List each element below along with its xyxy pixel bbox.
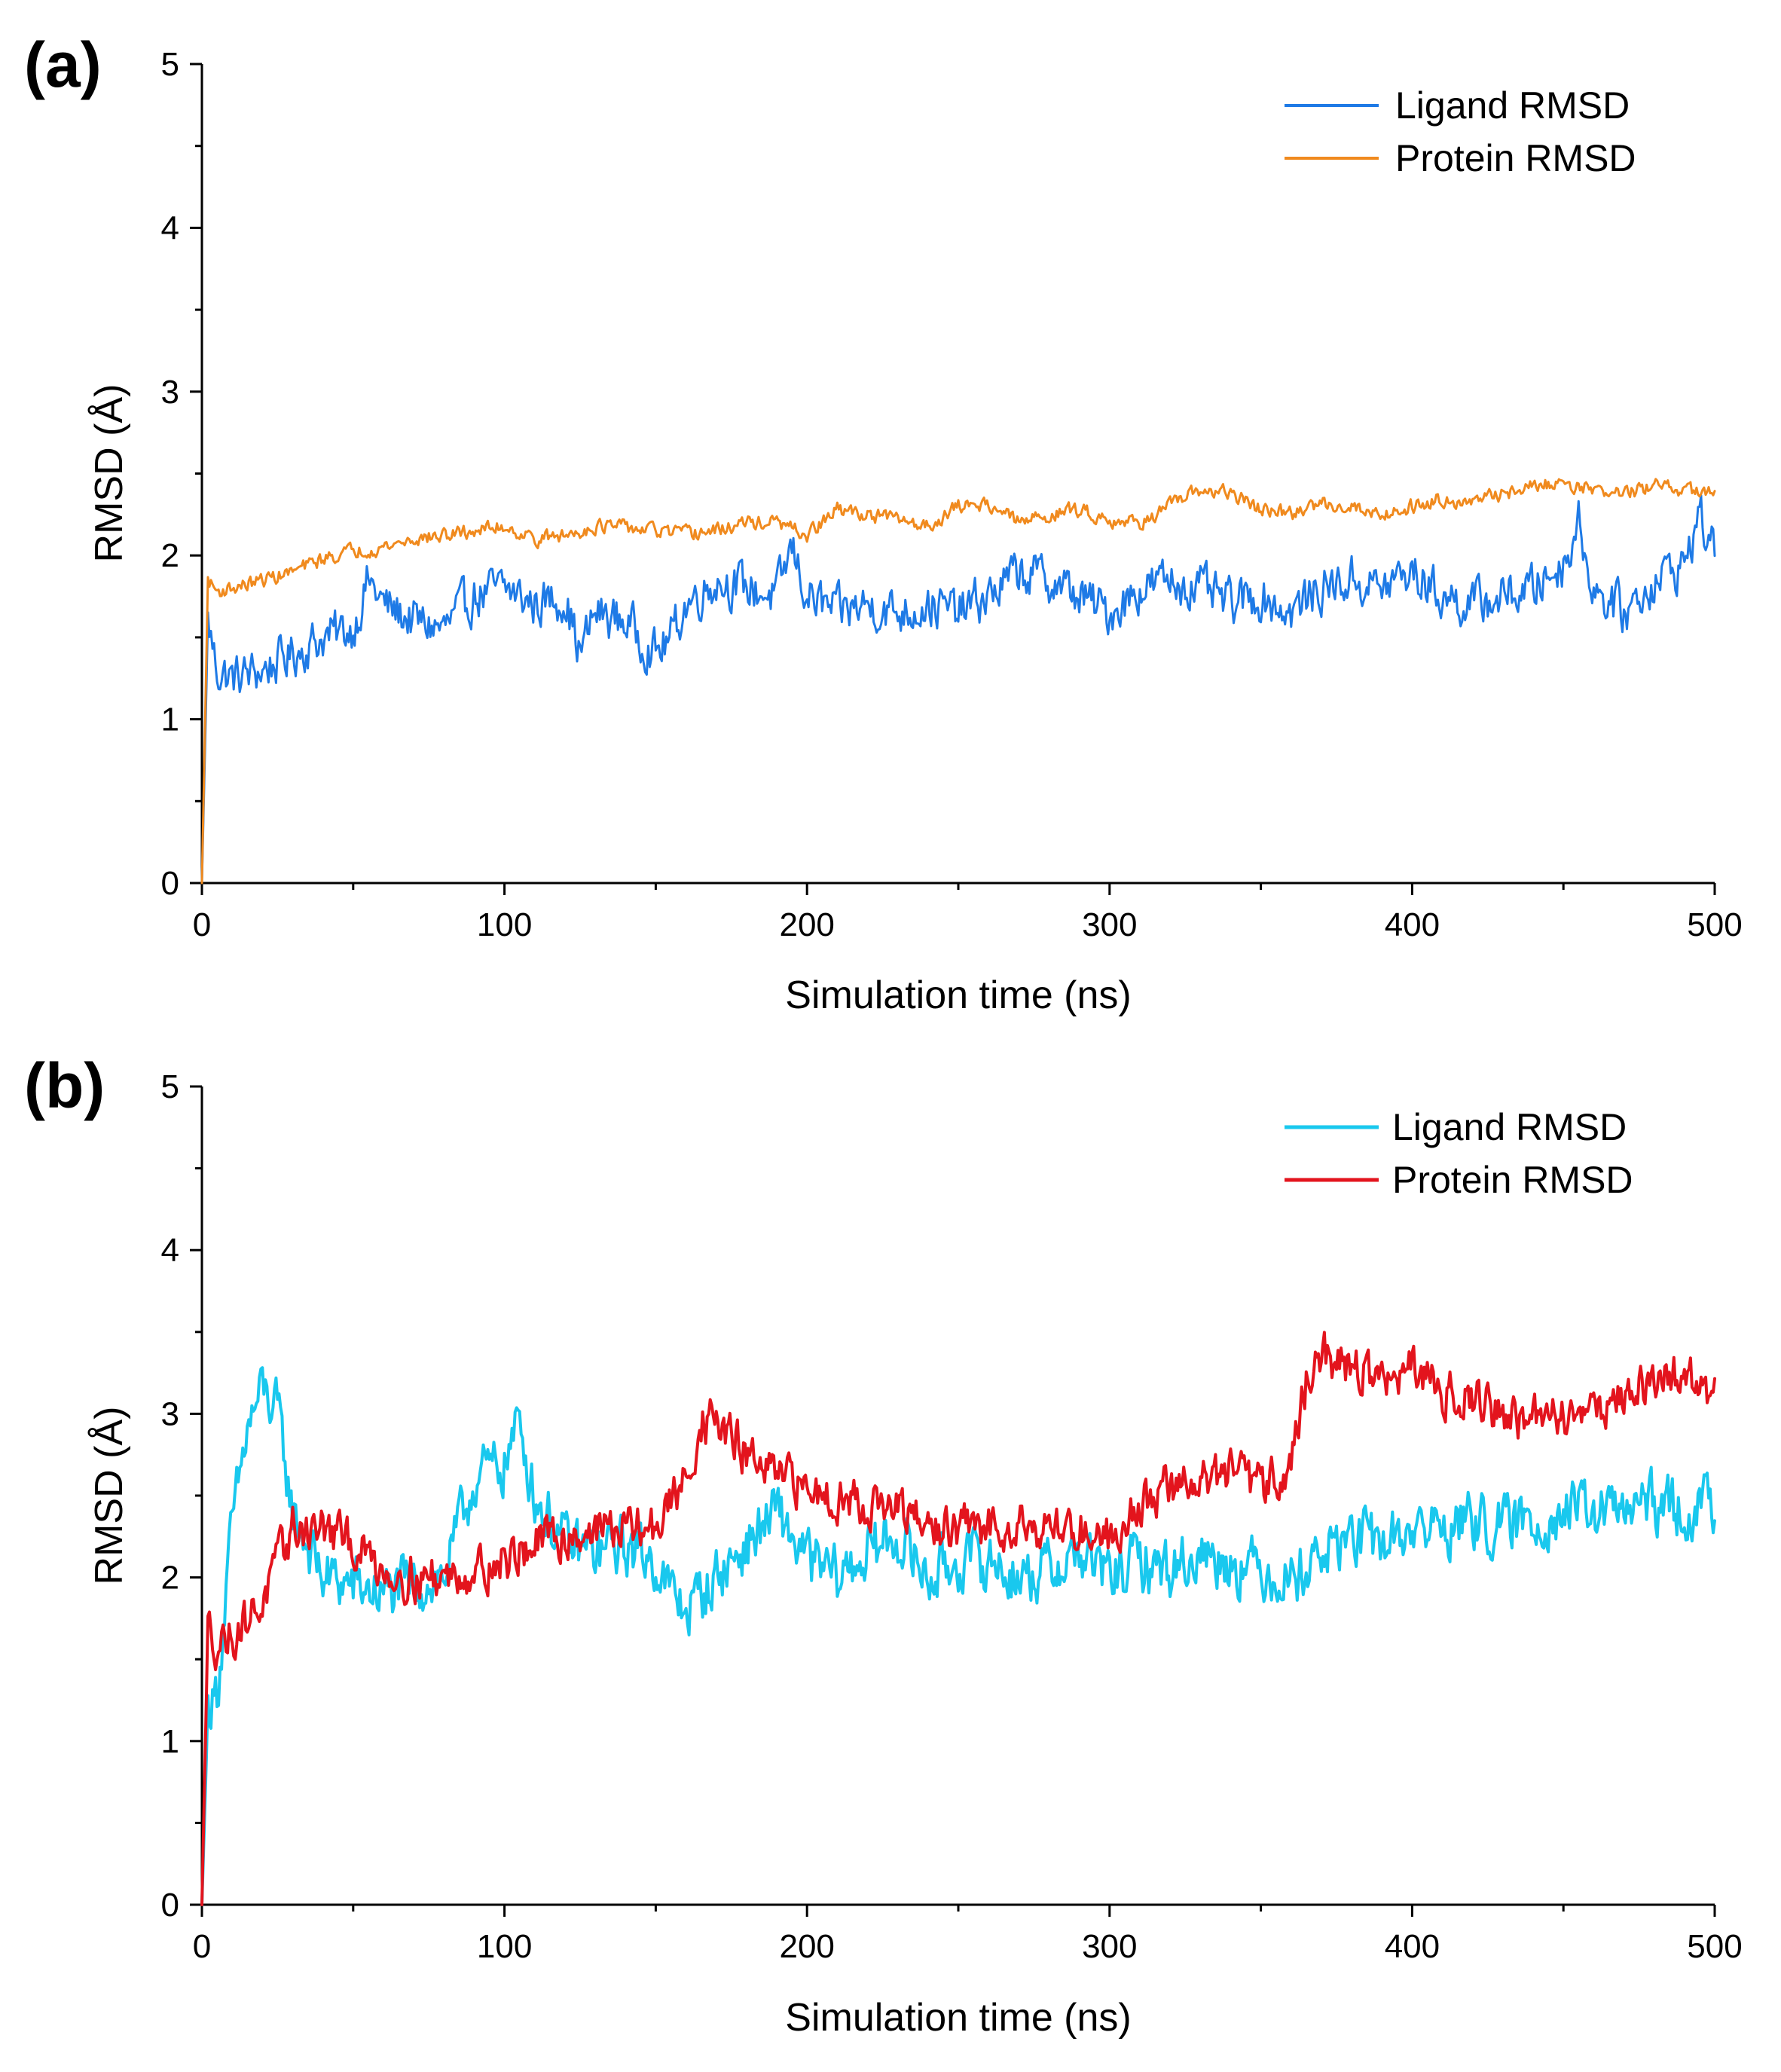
panel-b-y-tick-label: 4 [161,1232,179,1269]
panel-a-x-axis-title: Simulation time (ns) [785,973,1131,1017]
panel-b-x-tick-label: 400 [1385,1928,1440,1965]
panel-a-legend-label: Ligand RMSD [1395,84,1630,127]
panel-b-x-tick-label: 0 [193,1928,211,1965]
panel-b-series-ligand-line [200,1366,1716,1906]
panel-a-legend: Ligand RMSD Protein RMSD [1285,84,1636,179]
panel-a-x-tick-label: 400 [1385,906,1440,943]
panel-b-x-axis-title: Simulation time (ns) [785,1996,1131,2040]
panel-a-x-tick-label: 100 [477,906,532,943]
panel-b-x-tick-label: 500 [1687,1928,1742,1965]
panel-b-y-tick-label: 3 [161,1395,179,1432]
panel-a-y-tick-label: 5 [161,46,179,83]
panel-b-series-protein-line [200,1331,1716,1906]
chart-panel-b: (b) 0 1 2 3 4 5 0 100 200 300 400 500 Simulation ti… [24,1050,1743,2040]
panel-b-x-tick-label: 300 [1082,1928,1137,1965]
panel-b-label: (b) [24,1050,105,1121]
panel-a-x-tick-label: 300 [1082,906,1137,943]
panel-b-y-tick-label: 5 [161,1068,179,1105]
panel-a-y-tick-label: 1 [161,701,179,738]
panel-a-y-tick-label: 2 [161,537,179,574]
panel-a-label: (a) [24,29,102,100]
panel-a-y-tick-label: 4 [161,209,179,246]
panel-b-y-tick-label: 1 [161,1723,179,1760]
panel-a-y-tick-label: 0 [161,865,179,902]
panel-b-legend: Ligand RMSD Protein RMSD [1285,1106,1633,1201]
panel-b-x-tick-label: 200 [779,1928,834,1965]
chart-panel-a: (a) 0 1 2 3 4 5 0 100 200 300 400 500 Simulation ti… [24,29,1743,1017]
panel-a-x-tick-label: 0 [193,906,211,943]
panel-b-y-tick-label: 2 [161,1560,179,1597]
panel-b-legend-label: Protein RMSD [1392,1159,1633,1201]
panel-a-legend-label: Protein RMSD [1395,137,1636,179]
panel-a-series-protein-line [200,478,1716,885]
panel-a-x-tick-label: 500 [1687,906,1742,943]
panel-a-series-ligand-line [200,494,1716,885]
panel-a-y-axis-title: RMSD (Å) [87,384,131,563]
panel-b-legend-label: Ligand RMSD [1392,1106,1627,1148]
panel-a-y-tick-label: 3 [161,374,179,411]
panel-b-y-axis-title: RMSD (Å) [87,1407,131,1585]
panel-b-x-tick-label: 100 [477,1928,532,1965]
panel-b-y-tick-label: 0 [161,1887,179,1924]
panel-a-x-tick-label: 200 [779,906,834,943]
